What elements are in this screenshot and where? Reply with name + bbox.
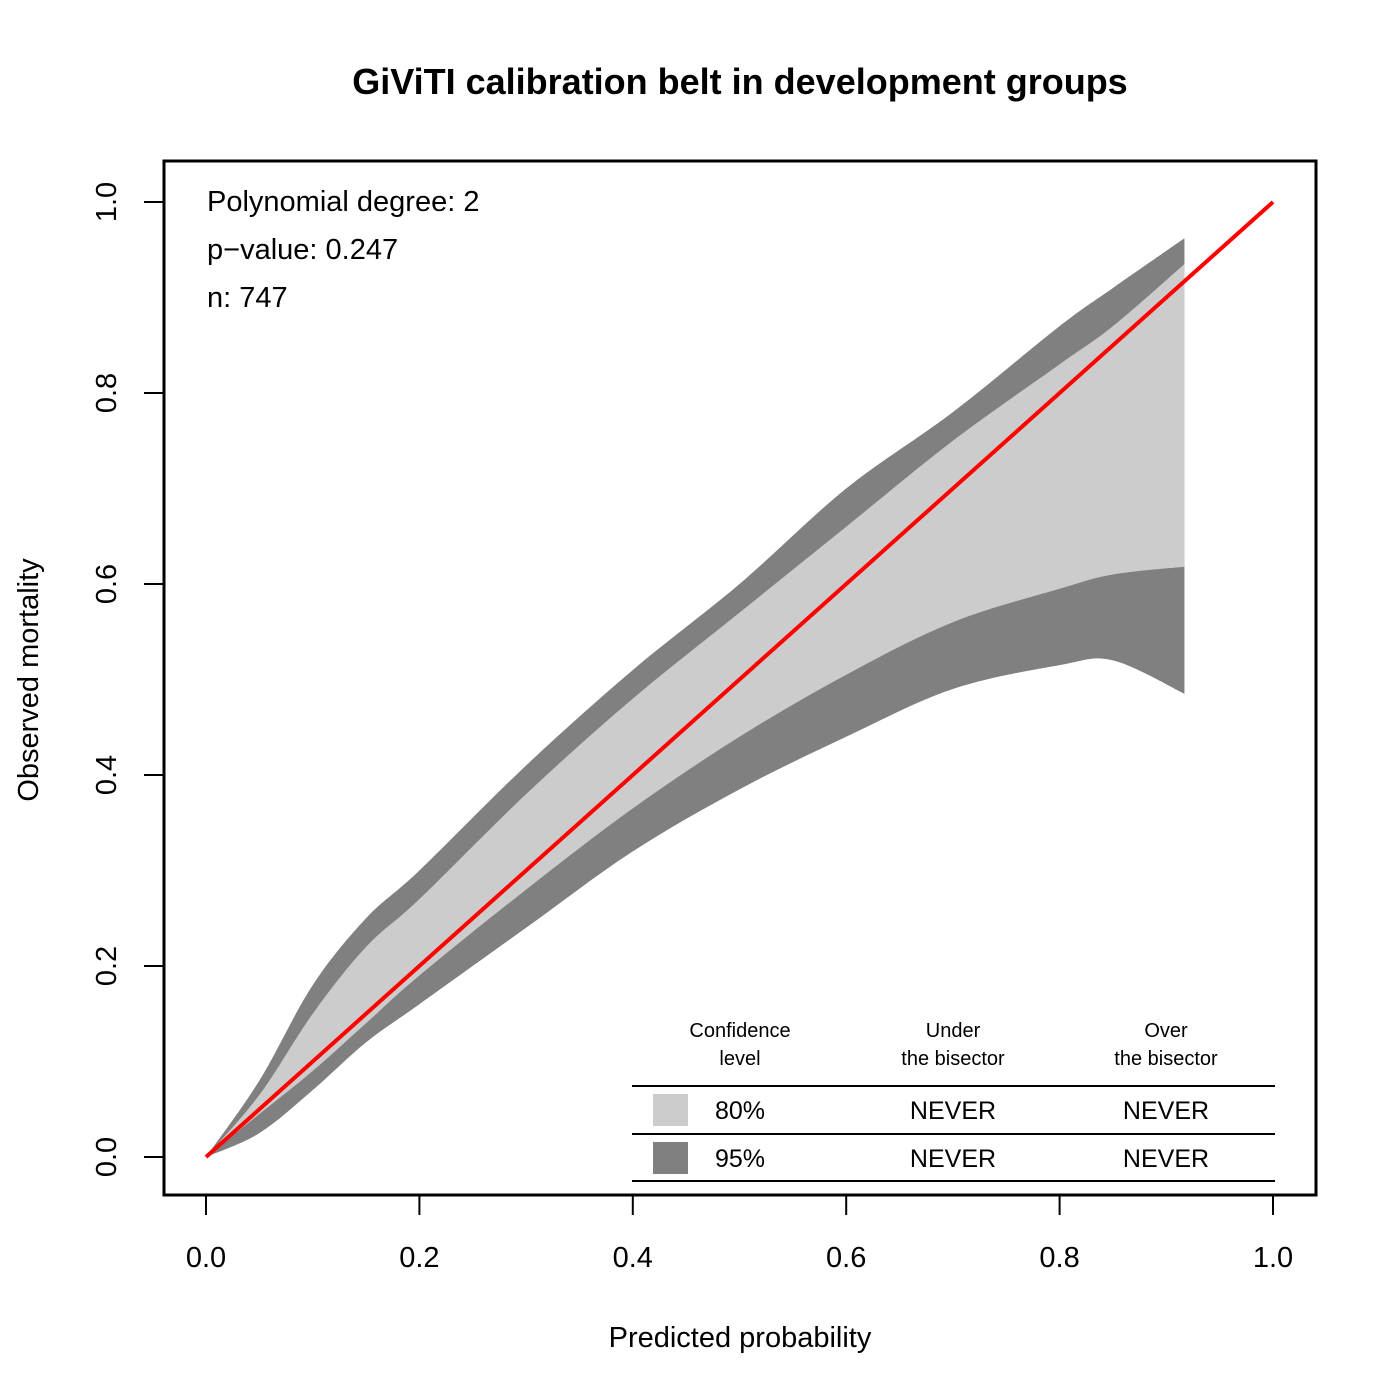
table-over: NEVER xyxy=(1123,1145,1209,1173)
x-tick-label: 0.4 xyxy=(613,1242,653,1274)
table-header: Over xyxy=(1144,1020,1188,1042)
x-tick-label: 0.8 xyxy=(1039,1242,1079,1274)
annotation-line: p−value: 0.247 xyxy=(207,234,398,266)
x-axis-label: Predicted probability xyxy=(609,1322,872,1354)
table-header: Confidence xyxy=(689,1020,790,1042)
y-tick-label: 0.6 xyxy=(91,564,123,604)
y-tick-label: 0.4 xyxy=(91,755,123,795)
y-axis: 0.0 0.2 0.4 0.6 0.8 1.0 xyxy=(91,182,165,1177)
y-tick-label: 1.0 xyxy=(91,182,123,222)
x-tick-label: 0.6 xyxy=(826,1242,866,1274)
y-tick-label: 0.2 xyxy=(91,946,123,986)
legend-table: Confidence level Under the bisector Over the … xyxy=(632,1020,1275,1182)
table-level: 80% xyxy=(715,1097,765,1125)
x-tick-label: 1.0 xyxy=(1253,1242,1293,1274)
table-over: NEVER xyxy=(1123,1097,1209,1125)
table-header: level xyxy=(719,1048,760,1070)
annotation-line: n: 747 xyxy=(207,282,288,314)
x-tick-label: 0.2 xyxy=(399,1242,439,1274)
plot-area xyxy=(204,200,1275,1159)
table-level: 95% xyxy=(715,1145,765,1173)
x-tick-label: 0.0 xyxy=(186,1242,226,1274)
legend-swatch xyxy=(653,1094,688,1126)
x-axis: 0.0 0.2 0.4 0.6 0.8 1.0 xyxy=(186,1194,1293,1274)
y-tick-label: 0.0 xyxy=(91,1137,123,1177)
table-header: Under xyxy=(926,1020,981,1042)
table-header: the bisector xyxy=(901,1048,1005,1070)
y-tick-label: 0.8 xyxy=(91,373,123,413)
annotations: Polynomial degree: 2 p−value: 0.247 n: 747 xyxy=(207,186,479,314)
table-under: NEVER xyxy=(910,1097,996,1125)
table-header: the bisector xyxy=(1114,1048,1218,1070)
chart-title: GiViTI calibration belt in development g… xyxy=(352,61,1127,102)
legend-swatch xyxy=(653,1142,688,1174)
y-axis-label: Observed mortality xyxy=(13,558,45,802)
table-under: NEVER xyxy=(910,1145,996,1173)
belt-80-band xyxy=(206,264,1185,1157)
bisector-line xyxy=(204,200,1275,1159)
annotation-line: Polynomial degree: 2 xyxy=(207,186,479,218)
